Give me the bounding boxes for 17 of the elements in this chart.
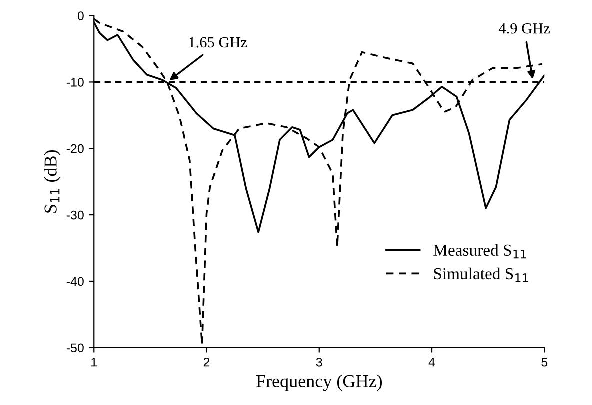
y-tick-label: -50: [66, 344, 84, 353]
y-tick-label: -10: [66, 78, 84, 87]
x-tick-label: 4: [428, 358, 436, 367]
y-tick-label: -40: [66, 277, 84, 286]
y-tick-label: -30: [66, 210, 84, 220]
x-tick-label: 1: [92, 358, 97, 367]
y-tick-label: 0: [78, 12, 84, 20]
legend-label: Simulated S$_{11}$: [434, 268, 528, 282]
y-tick-label: -20: [66, 144, 84, 154]
x-axis-title: Frequency (GHz): [256, 374, 382, 392]
y-axis-title: S$_{11}$ (dB): [44, 150, 61, 213]
annotation: 1.65 GHz: [190, 37, 248, 48]
legend-label: Measured S$_{11}$: [434, 244, 526, 259]
annotation: 4.9 GHz: [498, 23, 550, 34]
x-tick-label: 2: [204, 358, 210, 367]
x-tick-label: 5: [542, 358, 548, 367]
x-tick-label: 3: [316, 358, 322, 367]
